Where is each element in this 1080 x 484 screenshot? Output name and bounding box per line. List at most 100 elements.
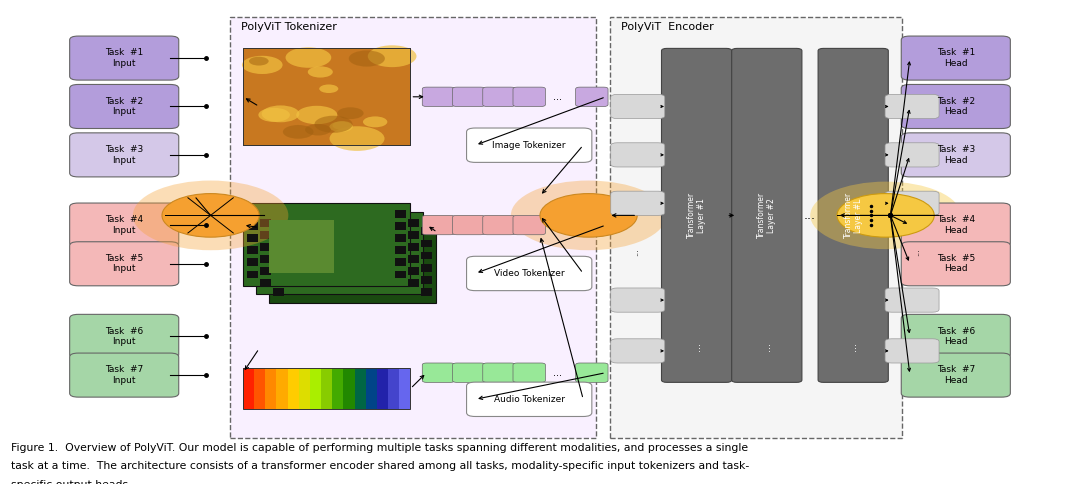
Circle shape [511, 181, 666, 250]
FancyBboxPatch shape [467, 257, 592, 290]
Text: Audio Tokenizer: Audio Tokenizer [494, 395, 565, 404]
FancyBboxPatch shape [395, 210, 406, 218]
FancyBboxPatch shape [576, 87, 608, 106]
FancyBboxPatch shape [408, 243, 419, 251]
FancyBboxPatch shape [901, 203, 1011, 247]
FancyBboxPatch shape [247, 271, 258, 278]
FancyBboxPatch shape [483, 87, 515, 106]
Text: PolyViT  Encoder: PolyViT Encoder [621, 22, 714, 32]
FancyBboxPatch shape [388, 368, 400, 409]
FancyBboxPatch shape [421, 288, 432, 296]
FancyBboxPatch shape [400, 368, 410, 409]
FancyBboxPatch shape [886, 191, 940, 215]
FancyBboxPatch shape [260, 267, 271, 275]
FancyBboxPatch shape [69, 36, 179, 80]
FancyBboxPatch shape [732, 48, 801, 382]
FancyBboxPatch shape [377, 368, 388, 409]
FancyBboxPatch shape [273, 240, 284, 247]
FancyBboxPatch shape [243, 48, 410, 145]
Circle shape [258, 108, 289, 122]
FancyBboxPatch shape [273, 252, 284, 259]
FancyBboxPatch shape [69, 242, 179, 286]
FancyBboxPatch shape [610, 17, 902, 438]
FancyBboxPatch shape [243, 368, 254, 409]
FancyBboxPatch shape [611, 191, 665, 215]
Circle shape [810, 182, 961, 249]
Text: task at a time.  The architecture consists of a transformer encoder shared among: task at a time. The architecture consist… [11, 461, 750, 471]
FancyBboxPatch shape [321, 368, 333, 409]
FancyBboxPatch shape [901, 84, 1011, 128]
FancyBboxPatch shape [467, 128, 592, 163]
Text: Task  #6
Input: Task #6 Input [105, 327, 144, 346]
FancyBboxPatch shape [247, 246, 258, 254]
FancyBboxPatch shape [901, 133, 1011, 177]
Text: ...: ... [631, 248, 640, 256]
FancyBboxPatch shape [269, 221, 436, 303]
FancyBboxPatch shape [408, 219, 419, 227]
FancyBboxPatch shape [273, 288, 284, 296]
FancyBboxPatch shape [247, 258, 258, 266]
FancyBboxPatch shape [247, 222, 258, 230]
Text: ...: ... [553, 92, 562, 102]
FancyBboxPatch shape [901, 353, 1011, 397]
Circle shape [363, 117, 388, 127]
Text: ...: ... [691, 342, 702, 350]
FancyBboxPatch shape [395, 234, 406, 242]
Text: Task  #6
Head: Task #6 Head [936, 327, 975, 346]
FancyBboxPatch shape [254, 368, 266, 409]
Circle shape [329, 126, 384, 151]
Text: ...: ... [553, 368, 562, 378]
FancyBboxPatch shape [230, 17, 596, 438]
FancyBboxPatch shape [243, 203, 410, 286]
Circle shape [285, 47, 332, 68]
Circle shape [283, 125, 313, 139]
Text: Task  #4
Head: Task #4 Head [936, 215, 975, 235]
Text: Task  #7
Input: Task #7 Input [105, 365, 144, 385]
FancyBboxPatch shape [421, 240, 432, 247]
Circle shape [296, 106, 337, 124]
FancyBboxPatch shape [260, 255, 271, 263]
FancyBboxPatch shape [408, 267, 419, 275]
Circle shape [540, 194, 637, 237]
Text: ...: ... [804, 209, 816, 222]
FancyBboxPatch shape [661, 48, 732, 382]
FancyBboxPatch shape [886, 339, 940, 363]
FancyBboxPatch shape [467, 382, 592, 416]
Circle shape [242, 56, 283, 74]
FancyBboxPatch shape [421, 264, 432, 272]
Circle shape [261, 106, 299, 122]
Text: Task  #4
Input: Task #4 Input [105, 215, 144, 235]
FancyBboxPatch shape [886, 288, 940, 312]
FancyBboxPatch shape [819, 48, 888, 382]
Circle shape [133, 181, 288, 250]
Circle shape [337, 107, 364, 119]
FancyBboxPatch shape [901, 242, 1011, 286]
FancyBboxPatch shape [69, 203, 179, 247]
Text: Task  #7
Head: Task #7 Head [936, 365, 975, 385]
FancyBboxPatch shape [395, 271, 406, 278]
Text: specific output heads.: specific output heads. [11, 480, 132, 484]
FancyBboxPatch shape [886, 94, 940, 119]
Text: Task  #3
Input: Task #3 Input [105, 145, 144, 165]
Text: Task  #2
Input: Task #2 Input [105, 97, 144, 116]
Text: Task  #5
Input: Task #5 Input [105, 254, 144, 273]
FancyBboxPatch shape [408, 255, 419, 263]
Text: PolyViT Tokenizer: PolyViT Tokenizer [241, 22, 337, 32]
FancyBboxPatch shape [69, 84, 179, 128]
FancyBboxPatch shape [513, 87, 545, 106]
FancyBboxPatch shape [276, 368, 287, 409]
FancyBboxPatch shape [901, 36, 1011, 80]
Circle shape [308, 66, 333, 77]
Text: Transformer
Layer #2: Transformer Layer #2 [757, 192, 777, 239]
FancyBboxPatch shape [243, 48, 410, 145]
FancyBboxPatch shape [69, 315, 179, 358]
Text: ...: ... [912, 248, 921, 256]
FancyBboxPatch shape [453, 87, 485, 106]
FancyBboxPatch shape [886, 143, 940, 167]
Circle shape [249, 57, 269, 65]
FancyBboxPatch shape [287, 368, 299, 409]
FancyBboxPatch shape [453, 363, 485, 382]
FancyBboxPatch shape [354, 368, 366, 409]
Text: Task  #2
Head: Task #2 Head [936, 97, 975, 116]
FancyBboxPatch shape [483, 215, 515, 235]
